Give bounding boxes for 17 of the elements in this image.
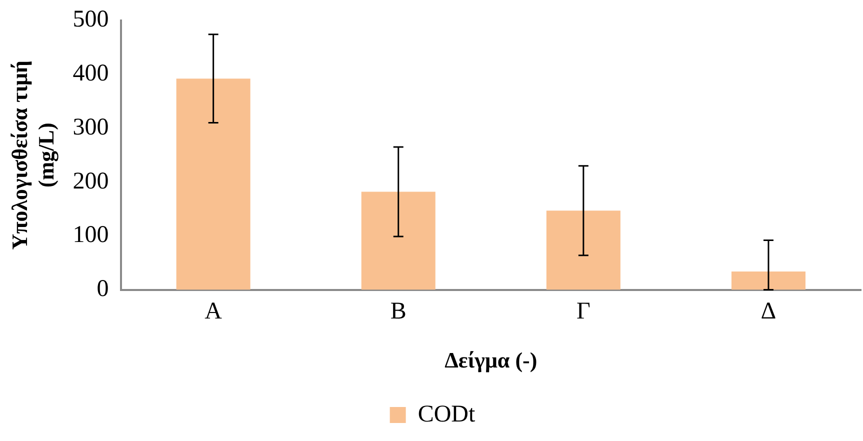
y-tick-label: 400 (72, 60, 109, 87)
bar (731, 271, 806, 290)
x-tick-label: Α (204, 298, 223, 324)
x-tick-label: Γ (576, 298, 590, 324)
y-tick-label: 100 (72, 222, 109, 248)
x-axis-title: Δείγμα (-) (444, 347, 538, 372)
bar (361, 192, 436, 290)
y-tick-label: 500 (72, 6, 109, 33)
bar (546, 210, 620, 290)
y-tick-label: 0 (96, 276, 109, 302)
y-axis-title: Υπολογισθείσα τιμή (mg/L) (6, 60, 58, 250)
legend-label: CODt (418, 401, 476, 428)
bar (176, 78, 250, 290)
y-tick-label: 300 (72, 114, 109, 140)
x-tick-label: Δ (760, 298, 776, 324)
y-tick-label: 200 (72, 168, 109, 194)
x-tick-label: Β (390, 298, 406, 324)
